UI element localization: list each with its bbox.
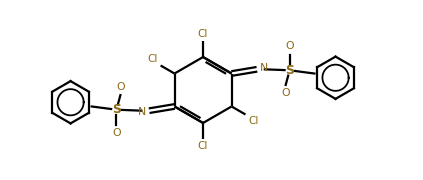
Text: O: O [286, 41, 294, 51]
Text: N: N [138, 107, 146, 116]
Text: Cl: Cl [198, 141, 208, 151]
Text: N: N [260, 64, 268, 73]
Text: S: S [112, 103, 121, 116]
Text: Cl: Cl [148, 54, 158, 64]
Text: O: O [112, 128, 121, 138]
Text: Cl: Cl [248, 116, 258, 126]
Text: O: O [116, 82, 125, 92]
Text: O: O [281, 88, 290, 98]
Text: Cl: Cl [198, 29, 208, 39]
Text: S: S [286, 64, 294, 77]
